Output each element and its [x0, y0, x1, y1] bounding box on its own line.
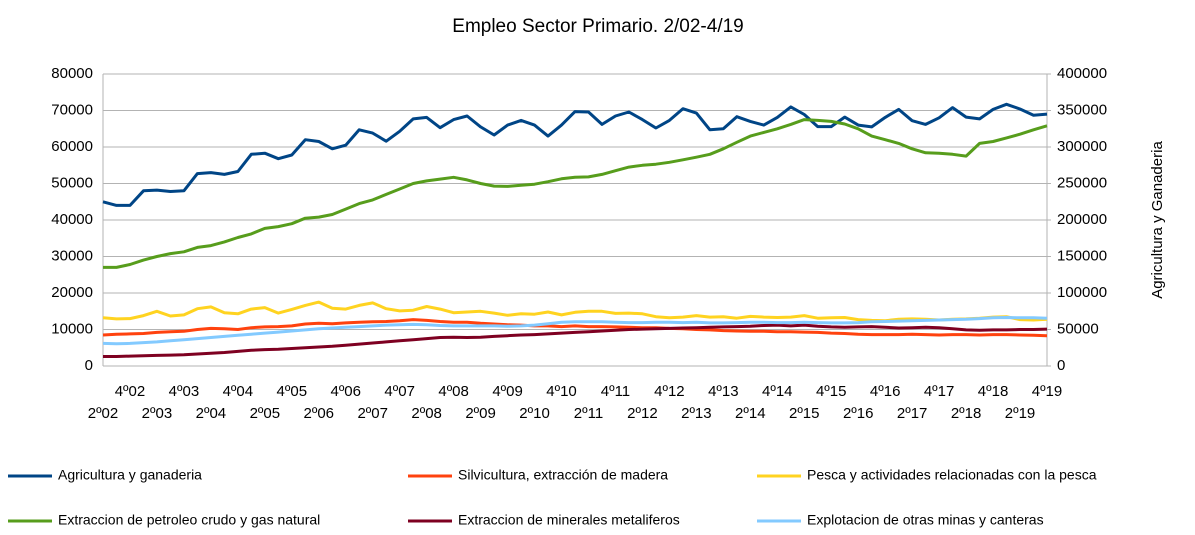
- x-tick-label: 2º13: [681, 405, 712, 422]
- y2-tick-label: 250000: [1057, 174, 1107, 191]
- legend-label: Silvicultura, extracción de madera: [458, 467, 668, 483]
- x-tick-label: 4º14: [762, 383, 793, 400]
- x-tick-label: 4º18: [978, 383, 1009, 400]
- x-tick-label: 2º12: [627, 405, 658, 422]
- y2-axis-label: Agricultura y Ganaderia: [1149, 141, 1166, 299]
- y2-tick-label: 0: [1057, 357, 1065, 374]
- x-tick-label: 4º19: [1032, 383, 1063, 400]
- y-tick-label: 30000: [51, 247, 93, 264]
- line-series: [103, 118, 1048, 269]
- y2-tick-label: 50000: [1057, 320, 1099, 337]
- chart-title: Empleo Sector Primario. 2/02-4/19: [452, 16, 743, 37]
- x-tick-label: 2º15: [789, 405, 820, 422]
- y-tick-label: 80000: [51, 65, 93, 82]
- line-series: [103, 323, 1048, 358]
- x-tick-label: 2º05: [250, 405, 281, 422]
- y2-tick-label: 300000: [1057, 138, 1107, 155]
- x-tick-label: 2º08: [411, 405, 442, 422]
- x-tick-label: 2º09: [465, 405, 496, 422]
- legend-label: Explotacion de otras minas y canteras: [807, 512, 1044, 528]
- y-tick-label: 10000: [51, 320, 93, 337]
- y-tick-label: 40000: [51, 211, 93, 228]
- x-tick-label: 4º15: [816, 383, 847, 400]
- legend-label: Agricultura y ganaderia: [58, 467, 202, 483]
- x-tick-label: 4º10: [546, 383, 577, 400]
- y2-tick-label: 350000: [1057, 101, 1107, 118]
- y2-tick-label: 150000: [1057, 247, 1107, 264]
- x-tick-label: 4º04: [223, 383, 254, 400]
- x-tick-label: 4º06: [330, 383, 361, 400]
- y2-tick-label: 200000: [1057, 211, 1107, 228]
- x-tick-label: 2º10: [519, 405, 550, 422]
- x-tick-label: 2º11: [574, 405, 603, 422]
- y2-tick-label: 100000: [1057, 284, 1107, 301]
- x-tick-label: 4º13: [708, 383, 739, 400]
- x-tick-label: 4º09: [492, 383, 523, 400]
- x-tick-label: 4º08: [438, 383, 469, 400]
- x-tick-label: 4º07: [384, 383, 415, 400]
- x-tick-label: 2º07: [357, 405, 388, 422]
- x-tick-label: 4º16: [870, 383, 901, 400]
- x-tick-label: 4º03: [169, 383, 200, 400]
- x-tick-label: 2º04: [196, 405, 227, 422]
- x-tick-label: 4º02: [115, 383, 146, 400]
- y-tick-label: 20000: [51, 284, 93, 301]
- x-tick-label: 2º16: [843, 405, 874, 422]
- x-tick-label: 2º03: [142, 405, 173, 422]
- x-tick-label: 4º11: [601, 383, 630, 400]
- x-tick-label: 4º17: [924, 383, 955, 400]
- line-series: [102, 318, 1048, 338]
- x-tick-label: 2º18: [951, 405, 982, 422]
- y-tick-label: 60000: [51, 138, 93, 155]
- line-series: [102, 102, 1048, 207]
- x-tick-label: 2º17: [897, 405, 928, 422]
- x-tick-label: 4º05: [277, 383, 308, 400]
- x-tick-label: 4º12: [654, 383, 685, 400]
- line-series: [102, 316, 1048, 346]
- x-tick-label: 2º19: [1005, 405, 1036, 422]
- legend-label: Extraccion de minerales metaliferos: [458, 512, 680, 528]
- line-series: [102, 300, 1048, 323]
- legend-label: Extraccion de petroleo crudo y gas natur…: [58, 512, 320, 528]
- y-tick-label: 50000: [51, 174, 93, 191]
- x-tick-label: 2º06: [304, 405, 335, 422]
- y2-tick-label: 400000: [1057, 65, 1107, 82]
- y-tick-label: 0: [85, 357, 93, 374]
- x-tick-label: 2º14: [735, 405, 766, 422]
- x-tick-label: 2º02: [88, 405, 119, 422]
- legend-label: Pesca y actividades relacionadas con la …: [807, 467, 1097, 483]
- y-tick-label: 70000: [51, 101, 93, 118]
